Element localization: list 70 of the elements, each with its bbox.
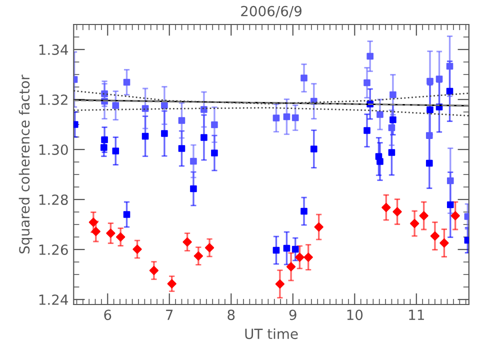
x-tick-label: 6 [104, 310, 112, 320]
point [430, 231, 440, 241]
y-tick-label: 1.26 [39, 244, 68, 255]
x-tick-label: 9 [289, 310, 296, 320]
y-axis-title: Squared coherence factor [18, 74, 32, 254]
point [178, 117, 186, 124]
point [295, 252, 304, 262]
point [211, 150, 218, 156]
x-tick-label: 8 [228, 310, 235, 320]
point [200, 134, 208, 141]
point [388, 124, 396, 132]
point [410, 218, 420, 228]
point [211, 121, 218, 128]
point [194, 251, 203, 261]
point [123, 78, 130, 86]
point [132, 244, 142, 254]
point [275, 279, 284, 289]
x-tick-label: 11 [409, 310, 424, 320]
point [112, 148, 120, 154]
point [149, 266, 158, 276]
point [116, 232, 126, 242]
x-tick-label: 10 [347, 310, 363, 320]
point [376, 111, 384, 118]
x-axis-title: UT time [245, 328, 298, 340]
point [161, 102, 168, 109]
point [142, 132, 149, 140]
point [123, 211, 130, 218]
y-tick-label: 1.30 [39, 144, 68, 155]
point [390, 91, 396, 98]
point [376, 158, 384, 165]
point [112, 102, 120, 109]
point [182, 237, 192, 247]
point [450, 211, 460, 220]
point [304, 252, 313, 262]
y-tick-label: 1.28 [39, 194, 68, 205]
point [190, 185, 197, 192]
point [366, 52, 374, 60]
point [272, 246, 280, 254]
point [272, 114, 280, 122]
point [419, 211, 428, 220]
point [364, 127, 370, 134]
point [190, 158, 197, 165]
point [178, 145, 186, 152]
point [388, 149, 396, 156]
point [314, 222, 324, 232]
point [167, 279, 176, 288]
y-tick-label: 1.34 [39, 44, 68, 55]
point [310, 146, 318, 152]
point [440, 238, 449, 248]
point [283, 113, 290, 120]
point [204, 243, 214, 252]
chart-title: 2006/6/9 [241, 6, 302, 18]
point [392, 207, 402, 216]
point [106, 228, 116, 238]
point [283, 244, 290, 252]
point [142, 105, 149, 112]
y-tick-label: 1.24 [39, 294, 68, 305]
point [286, 262, 296, 272]
point [382, 202, 391, 212]
point [300, 208, 308, 215]
point [364, 79, 370, 86]
y-tick-label: 1.32 [39, 94, 68, 105]
point [161, 130, 168, 137]
point [292, 246, 299, 253]
point [446, 177, 454, 184]
point [446, 201, 454, 208]
x-tick-label: 7 [166, 310, 173, 320]
point [300, 74, 308, 82]
point [292, 114, 299, 122]
line-series [74, 107, 469, 116]
